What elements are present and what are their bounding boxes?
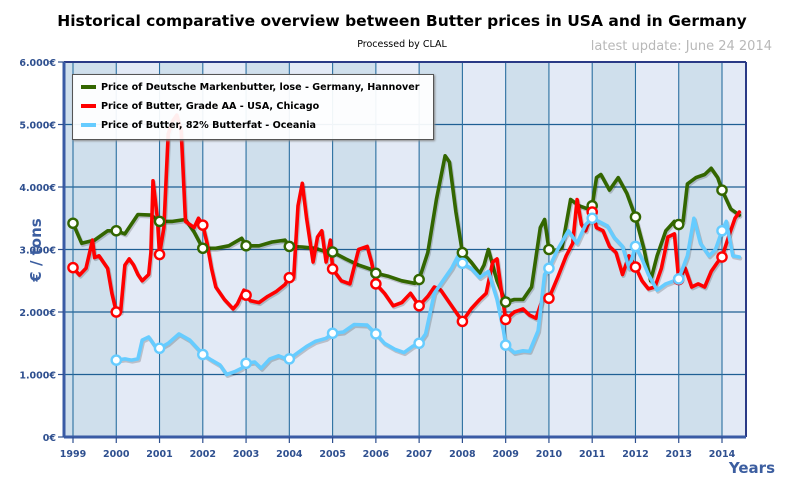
data-point-marker [716, 251, 728, 263]
x-axis-ticks: 1999 2000 2001 2002 2003 2004 2005 2006 2007 2008… [60, 437, 736, 460]
y-tick-label: 3.000€ [19, 246, 56, 257]
y-axis-label: € / tons [27, 218, 45, 283]
data-point-marker [196, 242, 209, 255]
data-point-marker [153, 342, 166, 355]
y-tick-label: 4.000€ [19, 183, 56, 194]
x-tick-label: 2001 [146, 449, 172, 460]
y-tick-label: 0€ [43, 433, 56, 444]
legend-swatch [81, 123, 96, 127]
data-point-marker [196, 219, 209, 231]
data-point-marker [67, 261, 79, 274]
data-point-marker [370, 278, 382, 290]
data-point-marker [196, 348, 209, 361]
series-line [71, 154, 742, 304]
x-tick-label: 2014 [709, 449, 736, 460]
data-point-marker [240, 289, 252, 301]
legend-label: Price of Butter, 82% Butterfat - Oceania [101, 119, 316, 131]
x-tick-label: 1999 [60, 449, 86, 460]
y-tick-label: 6.000€ [19, 58, 56, 69]
y-axis-ticks: 0€ 1.000€ 2.000€ 3.000€ 4.000€ 5.000€ 6.000€ [19, 58, 64, 444]
x-tick-label: 2005 [319, 449, 345, 460]
legend-swatch [81, 104, 96, 108]
data-point-marker [110, 306, 123, 318]
data-point-marker [326, 263, 339, 275]
legend-item: Price of Deutsche Markenbutter, lose - G… [81, 79, 419, 95]
legend-label: Price of Deutsche Markenbutter, lose - G… [101, 81, 420, 93]
data-point-marker [629, 261, 642, 273]
data-point-marker [153, 248, 166, 261]
data-point-marker [283, 240, 296, 253]
legend-label: Price of Butter, Grade AA - USA, Chicago [101, 100, 320, 112]
data-point-marker [543, 243, 555, 256]
data-point-marker [153, 215, 166, 228]
data-point-marker [413, 337, 425, 350]
data-point-marker [456, 257, 469, 270]
x-tick-label: 2013 [666, 449, 692, 460]
data-point-marker [499, 339, 512, 351]
data-point-marker [240, 357, 252, 370]
data-point-marker [456, 315, 469, 328]
legend-item: Price of Butter, Grade AA - USA, Chicago [81, 98, 319, 114]
x-tick-label: 2010 [536, 449, 563, 460]
data-point-marker [543, 292, 555, 305]
data-point-marker [499, 313, 512, 326]
y-tick-label: 5.000€ [19, 121, 56, 132]
x-tick-label: 2012 [622, 449, 648, 460]
data-point-marker [326, 246, 339, 258]
series-markers [67, 184, 728, 370]
x-tick-label: 2002 [190, 449, 216, 460]
data-point-marker [456, 246, 469, 259]
data-point-marker [672, 218, 685, 231]
data-point-marker [716, 224, 728, 237]
data-point-marker [283, 353, 296, 365]
x-tick-label: 2003 [233, 449, 259, 460]
x-tick-label: 2011 [579, 449, 605, 460]
data-point-marker [67, 217, 79, 230]
data-point-marker [370, 328, 382, 340]
data-point-marker [110, 354, 123, 366]
x-tick-label: 2006 [363, 449, 390, 460]
data-point-marker [543, 262, 555, 275]
x-tick-label: 2009 [492, 449, 518, 460]
data-point-marker [716, 184, 728, 196]
data-point-marker [629, 211, 642, 223]
legend-swatch [81, 85, 96, 89]
x-tick-label: 2004 [276, 449, 303, 460]
y-tick-label: 1.000€ [19, 371, 56, 382]
data-point-marker [283, 271, 296, 284]
update-note: latest update: June 24 2014 [590, 39, 772, 54]
data-point-marker [586, 212, 599, 225]
y-tick-label: 2.000€ [19, 308, 56, 319]
data-point-marker [413, 273, 425, 286]
data-point-marker [110, 224, 123, 237]
x-axis-label: Years [728, 459, 775, 477]
data-point-marker [413, 299, 425, 312]
data-point-marker [629, 240, 642, 253]
x-tick-label: 2007 [406, 449, 432, 460]
data-point-marker [240, 239, 252, 252]
data-point-marker [370, 267, 382, 280]
legend: Price of Deutsche Markenbutter, lose - G… [72, 74, 434, 140]
x-tick-label: 2000 [103, 449, 130, 460]
chart-subtitle: Processed by CLAL [357, 39, 447, 50]
data-point-marker [326, 327, 339, 340]
legend-item: Price of Butter, 82% Butterfat - Oceania [81, 117, 316, 133]
chart-title: Historical comparative overview between … [57, 12, 747, 30]
series-line [114, 216, 742, 377]
data-point-marker [499, 296, 512, 308]
data-point-marker [672, 273, 685, 285]
x-tick-label: 2008 [449, 449, 476, 460]
